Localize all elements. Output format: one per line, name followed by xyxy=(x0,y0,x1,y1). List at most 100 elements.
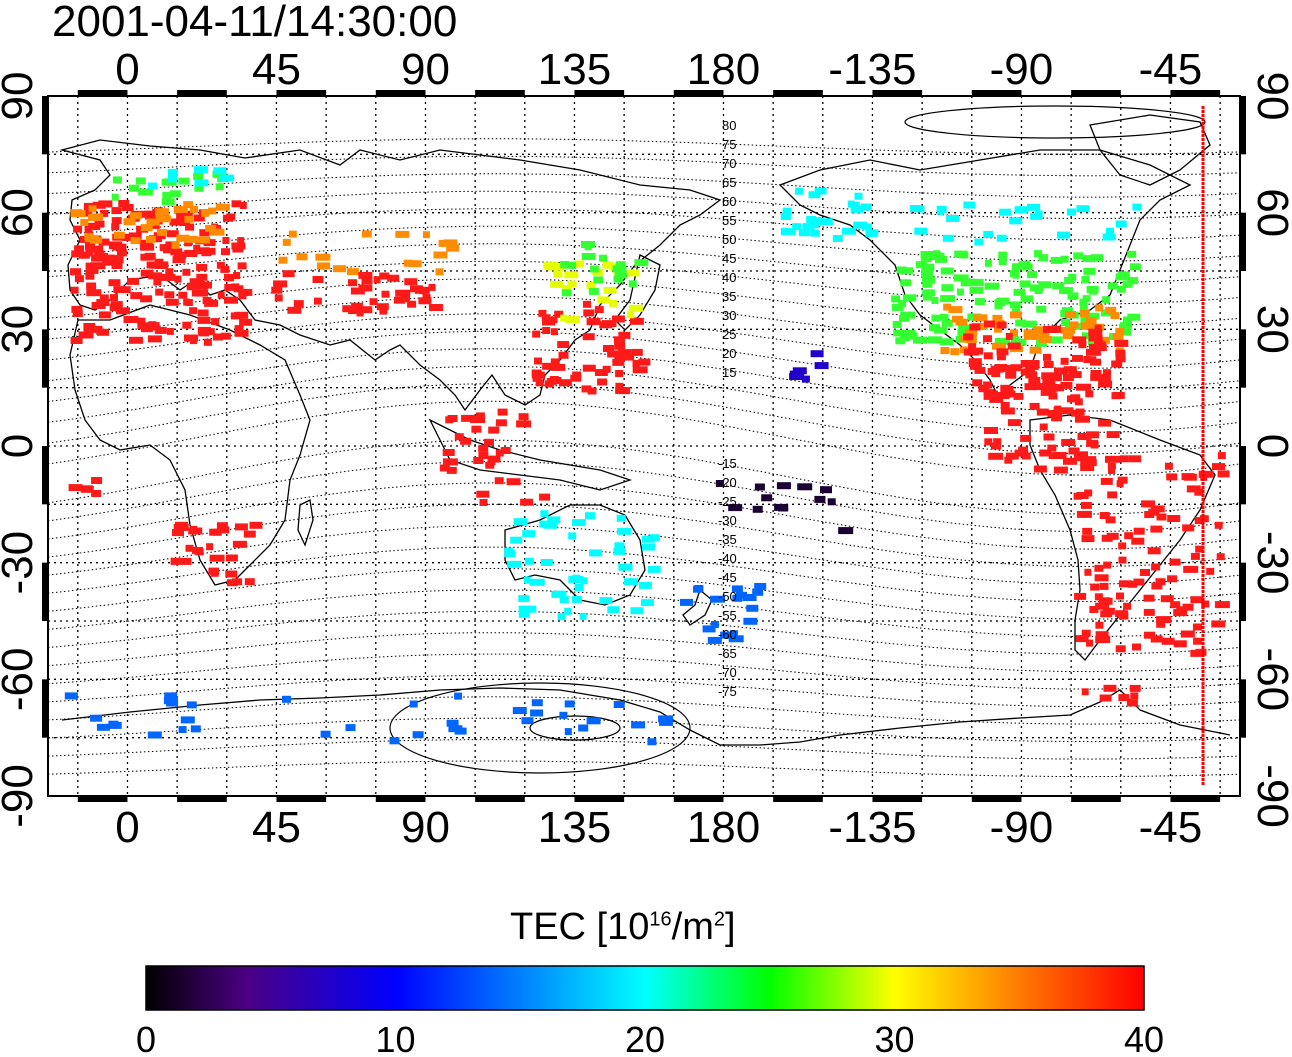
tec-cell xyxy=(992,314,1003,322)
tec-cell xyxy=(520,498,534,506)
tec-cell xyxy=(615,387,628,395)
tec-cell xyxy=(530,709,544,717)
tec-cell xyxy=(181,210,193,218)
tec-cell xyxy=(122,286,131,294)
tec-cell xyxy=(1183,565,1199,573)
tec-cell xyxy=(454,692,463,700)
tec-cell xyxy=(1211,620,1226,628)
tec-cell xyxy=(1166,473,1178,481)
tec-cell xyxy=(933,326,947,334)
frame-bar-segment xyxy=(475,797,525,802)
tec-cell xyxy=(1144,631,1155,639)
frame-bar-segment xyxy=(1071,797,1121,802)
mlat-contour xyxy=(47,383,1241,455)
tec-cell xyxy=(627,269,640,277)
tec-cell xyxy=(147,335,162,343)
tec-cell xyxy=(585,512,595,520)
tec-cell xyxy=(1048,336,1063,344)
colorbar-title: TEC [1016/m2] xyxy=(510,906,736,948)
tec-cell xyxy=(597,296,610,304)
tec-cell xyxy=(90,714,103,722)
tec-cell xyxy=(1048,392,1058,400)
tec-cell xyxy=(205,224,217,232)
tec-cell xyxy=(593,276,604,284)
tec-cell xyxy=(220,265,230,273)
tec-cell xyxy=(135,177,146,185)
tec-cell xyxy=(211,318,220,326)
tec-cell xyxy=(154,326,167,334)
tec-cell xyxy=(1100,477,1113,485)
tec-cell xyxy=(715,480,724,487)
tec-cell xyxy=(1059,286,1070,294)
lon-tick-top: -45 xyxy=(1139,45,1203,94)
tec-cell xyxy=(1156,620,1166,628)
tec-cell xyxy=(940,267,954,275)
tec-cell xyxy=(1063,366,1077,374)
tec-cell xyxy=(190,337,197,345)
tec-cell xyxy=(992,342,1006,350)
tec-cell xyxy=(1147,547,1161,555)
tec-cell xyxy=(273,280,288,288)
tec-cell xyxy=(960,279,972,287)
tec-cell xyxy=(969,286,984,294)
tec-cell xyxy=(547,516,561,524)
mlat-contour xyxy=(47,739,1241,760)
tec-cell xyxy=(974,366,986,374)
tec-cell xyxy=(156,228,167,236)
mlat-label: -70 xyxy=(718,665,737,680)
tec-cell xyxy=(1102,607,1115,615)
tec-cell xyxy=(1194,517,1204,525)
tec-cell xyxy=(108,279,121,287)
tec-cell xyxy=(1068,371,1082,379)
tec-cell xyxy=(587,387,597,395)
tec-cell xyxy=(470,416,486,424)
tec-cell xyxy=(642,543,655,551)
frame-bar-segment xyxy=(475,90,525,95)
tec-cell xyxy=(1043,353,1051,361)
tec-cell xyxy=(814,495,826,503)
tec-cell xyxy=(358,284,373,292)
tec-cell xyxy=(85,262,96,270)
tec-cell xyxy=(108,721,122,729)
frame-bar-segment xyxy=(77,797,128,802)
tec-cell xyxy=(358,271,373,279)
antarctica-coast xyxy=(61,687,1231,746)
tec-cell xyxy=(754,583,767,590)
tec-cell xyxy=(1076,205,1090,213)
tec-cell xyxy=(110,294,118,302)
tec-cell xyxy=(488,426,500,434)
tec-cell xyxy=(1167,515,1181,522)
tec-cell xyxy=(615,261,626,269)
tec-cell xyxy=(184,250,198,257)
tec-cell xyxy=(1090,373,1106,381)
tec-cell xyxy=(293,300,304,308)
lat-tick-right: 60 xyxy=(1248,188,1292,237)
tec-cell xyxy=(126,203,134,211)
frame-bar-segment xyxy=(276,797,327,802)
tec-cell xyxy=(996,234,1007,242)
tec-cell xyxy=(1124,532,1134,540)
tec-cell xyxy=(953,274,969,282)
tec-cell xyxy=(185,544,194,552)
tec-cell xyxy=(123,316,139,323)
tec-cell xyxy=(1040,388,1056,396)
tec-cell xyxy=(811,217,822,225)
tec-cell xyxy=(155,288,164,296)
tec-cell xyxy=(613,275,624,283)
tec-cell xyxy=(234,325,244,333)
tec-cell xyxy=(538,309,547,317)
tec-cell xyxy=(582,364,596,372)
tec-cell xyxy=(1217,470,1230,478)
mlat-contour xyxy=(47,546,1241,603)
tec-cell xyxy=(1076,492,1089,499)
tec-cell xyxy=(647,565,661,573)
tec-cell xyxy=(994,325,1002,333)
mlat-contour xyxy=(47,760,1241,778)
tec-cell xyxy=(1060,357,1069,365)
tec-cell xyxy=(1079,298,1088,306)
mlat-label: -65 xyxy=(718,646,737,661)
tec-cell xyxy=(582,333,595,341)
tec-cell xyxy=(900,279,912,287)
tec-cell xyxy=(921,268,932,275)
mlat-label: 15 xyxy=(722,365,736,380)
